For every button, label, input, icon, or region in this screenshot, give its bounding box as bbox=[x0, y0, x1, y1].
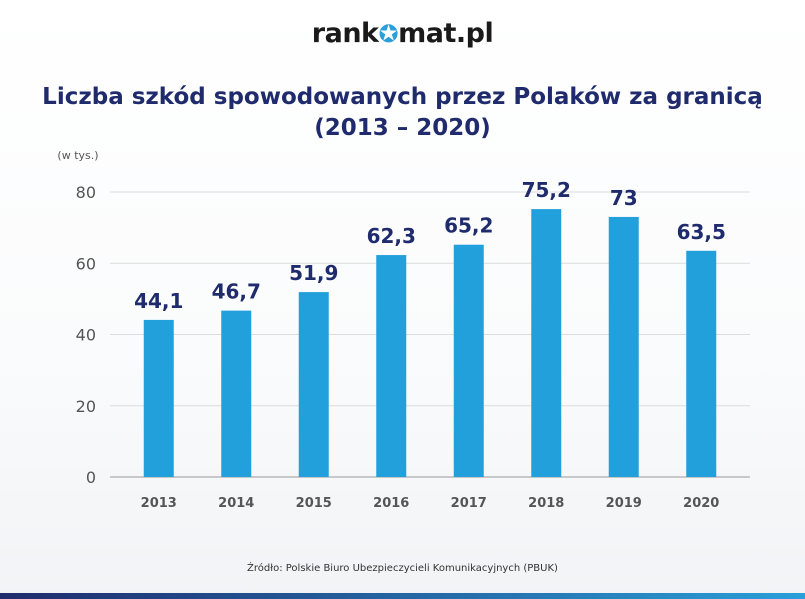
x-tick-label: 2020 bbox=[683, 496, 719, 511]
bar-2015 bbox=[298, 292, 329, 477]
y-tick-label: 20 bbox=[76, 397, 96, 416]
data-label-2016: 62,3 bbox=[367, 224, 416, 248]
data-label-2020: 63,5 bbox=[677, 220, 726, 244]
data-label-2017: 65,2 bbox=[444, 214, 493, 238]
logo-text-1: rank bbox=[311, 18, 379, 49]
bar-2020 bbox=[686, 250, 717, 477]
logo: rank✪mat.pl bbox=[0, 18, 805, 49]
bar-2013 bbox=[143, 319, 174, 477]
source-note: Źródło: Polskie Biuro Ubezpieczycieli Ko… bbox=[247, 563, 558, 574]
x-tick-label: 2018 bbox=[528, 496, 564, 511]
chart-title: Liczba szkód spowodowanych przez Polaków… bbox=[0, 82, 805, 144]
bar-2014 bbox=[221, 310, 252, 477]
x-tick-label: 2013 bbox=[141, 496, 177, 511]
bar-chart: (w tys.) 0 20 40 60 80 44,1 2013 46,7 2014 51,9 201… bbox=[57, 149, 750, 511]
x-tick-label: 2016 bbox=[373, 496, 409, 511]
y-tick-label: 80 bbox=[76, 183, 96, 202]
chart-title-line-1: Liczba szkód spowodowanych przez Polaków… bbox=[42, 84, 763, 110]
bar-2017 bbox=[453, 244, 484, 477]
bar-2018 bbox=[531, 209, 562, 477]
bar-2019 bbox=[608, 216, 639, 477]
bottom-accent-bar bbox=[0, 593, 805, 599]
logo-text-2: mat.pl bbox=[398, 18, 494, 49]
x-tick-label: 2014 bbox=[218, 496, 254, 511]
star-icon: ✪ bbox=[378, 20, 399, 48]
y-tick-label: 0 bbox=[86, 468, 96, 487]
x-tick-label: 2015 bbox=[296, 496, 332, 511]
y-tick-label: 40 bbox=[76, 326, 96, 345]
x-tick-label: 2019 bbox=[606, 496, 642, 511]
data-label-2015: 51,9 bbox=[289, 261, 338, 285]
y-axis-unit-label: (w tys.) bbox=[57, 149, 98, 162]
chart-title-line-2: (2013 – 2020) bbox=[314, 115, 491, 141]
data-label-2018: 75,2 bbox=[522, 178, 571, 202]
data-label-2013: 44,1 bbox=[134, 289, 183, 313]
bar-2016 bbox=[376, 255, 407, 477]
data-label-2014: 46,7 bbox=[212, 280, 261, 304]
data-label-2019: 73 bbox=[610, 186, 638, 210]
y-tick-label: 60 bbox=[76, 254, 96, 273]
x-tick-label: 2017 bbox=[451, 496, 487, 511]
